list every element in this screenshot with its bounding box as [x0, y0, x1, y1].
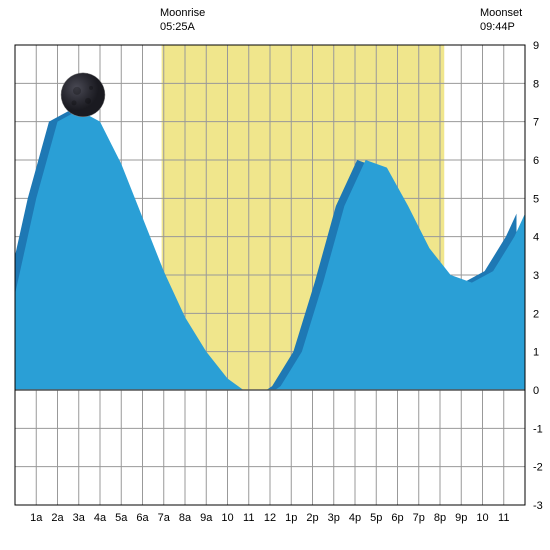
tide-chart: -3-2-101234567891a2a3a4a5a6a7a8a9a101112…	[0, 0, 550, 550]
x-tick-label: 7a	[158, 512, 171, 524]
moonrise-time: 05:25A	[160, 21, 196, 33]
y-tick-label: 4	[533, 232, 539, 244]
moonset-time: 09:44P	[480, 21, 515, 33]
y-tick-label: -2	[533, 462, 543, 474]
x-tick-label: 3p	[328, 512, 340, 524]
x-tick-label: 5p	[370, 512, 382, 524]
x-tick-label: 3a	[73, 512, 86, 524]
x-tick-label: 8a	[179, 512, 192, 524]
x-tick-label: 11	[243, 512, 254, 524]
x-tick-label: 5a	[115, 512, 128, 524]
y-tick-label: 1	[533, 347, 539, 359]
x-tick-label: 10	[476, 512, 488, 524]
x-tick-label: 9p	[455, 512, 467, 524]
y-tick-label: 9	[533, 40, 539, 52]
y-tick-label: 5	[533, 193, 539, 205]
y-tick-label: 8	[533, 78, 539, 90]
x-tick-label: 6a	[136, 512, 149, 524]
x-tick-label: 12	[264, 512, 276, 524]
x-tick-label: 1a	[30, 512, 43, 524]
x-tick-label: 4p	[349, 512, 361, 524]
y-tick-label: -1	[533, 423, 543, 435]
x-tick-label: 2a	[51, 512, 64, 524]
y-tick-label: 3	[533, 270, 539, 282]
y-tick-label: 2	[533, 308, 539, 320]
y-tick-label: 7	[533, 117, 539, 129]
x-tick-label: 2p	[306, 512, 318, 524]
x-tick-label: 4a	[94, 512, 107, 524]
y-tick-label: 6	[533, 155, 539, 167]
x-tick-label: 8p	[434, 512, 446, 524]
x-tick-label: 9a	[200, 512, 213, 524]
chart-svg: -3-2-101234567891a2a3a4a5a6a7a8a9a101112…	[0, 0, 550, 550]
moonset-label: Moonset	[480, 7, 522, 19]
x-tick-label: 7p	[413, 512, 425, 524]
x-tick-label: 6p	[391, 512, 403, 524]
x-tick-label: 10	[221, 512, 233, 524]
x-tick-label: 1p	[285, 512, 297, 524]
y-tick-label: -3	[533, 500, 543, 512]
y-tick-label: 0	[533, 385, 539, 397]
moon-icon	[61, 73, 105, 117]
x-tick-label: 11	[498, 512, 509, 524]
moonrise-label: Moonrise	[160, 7, 205, 19]
